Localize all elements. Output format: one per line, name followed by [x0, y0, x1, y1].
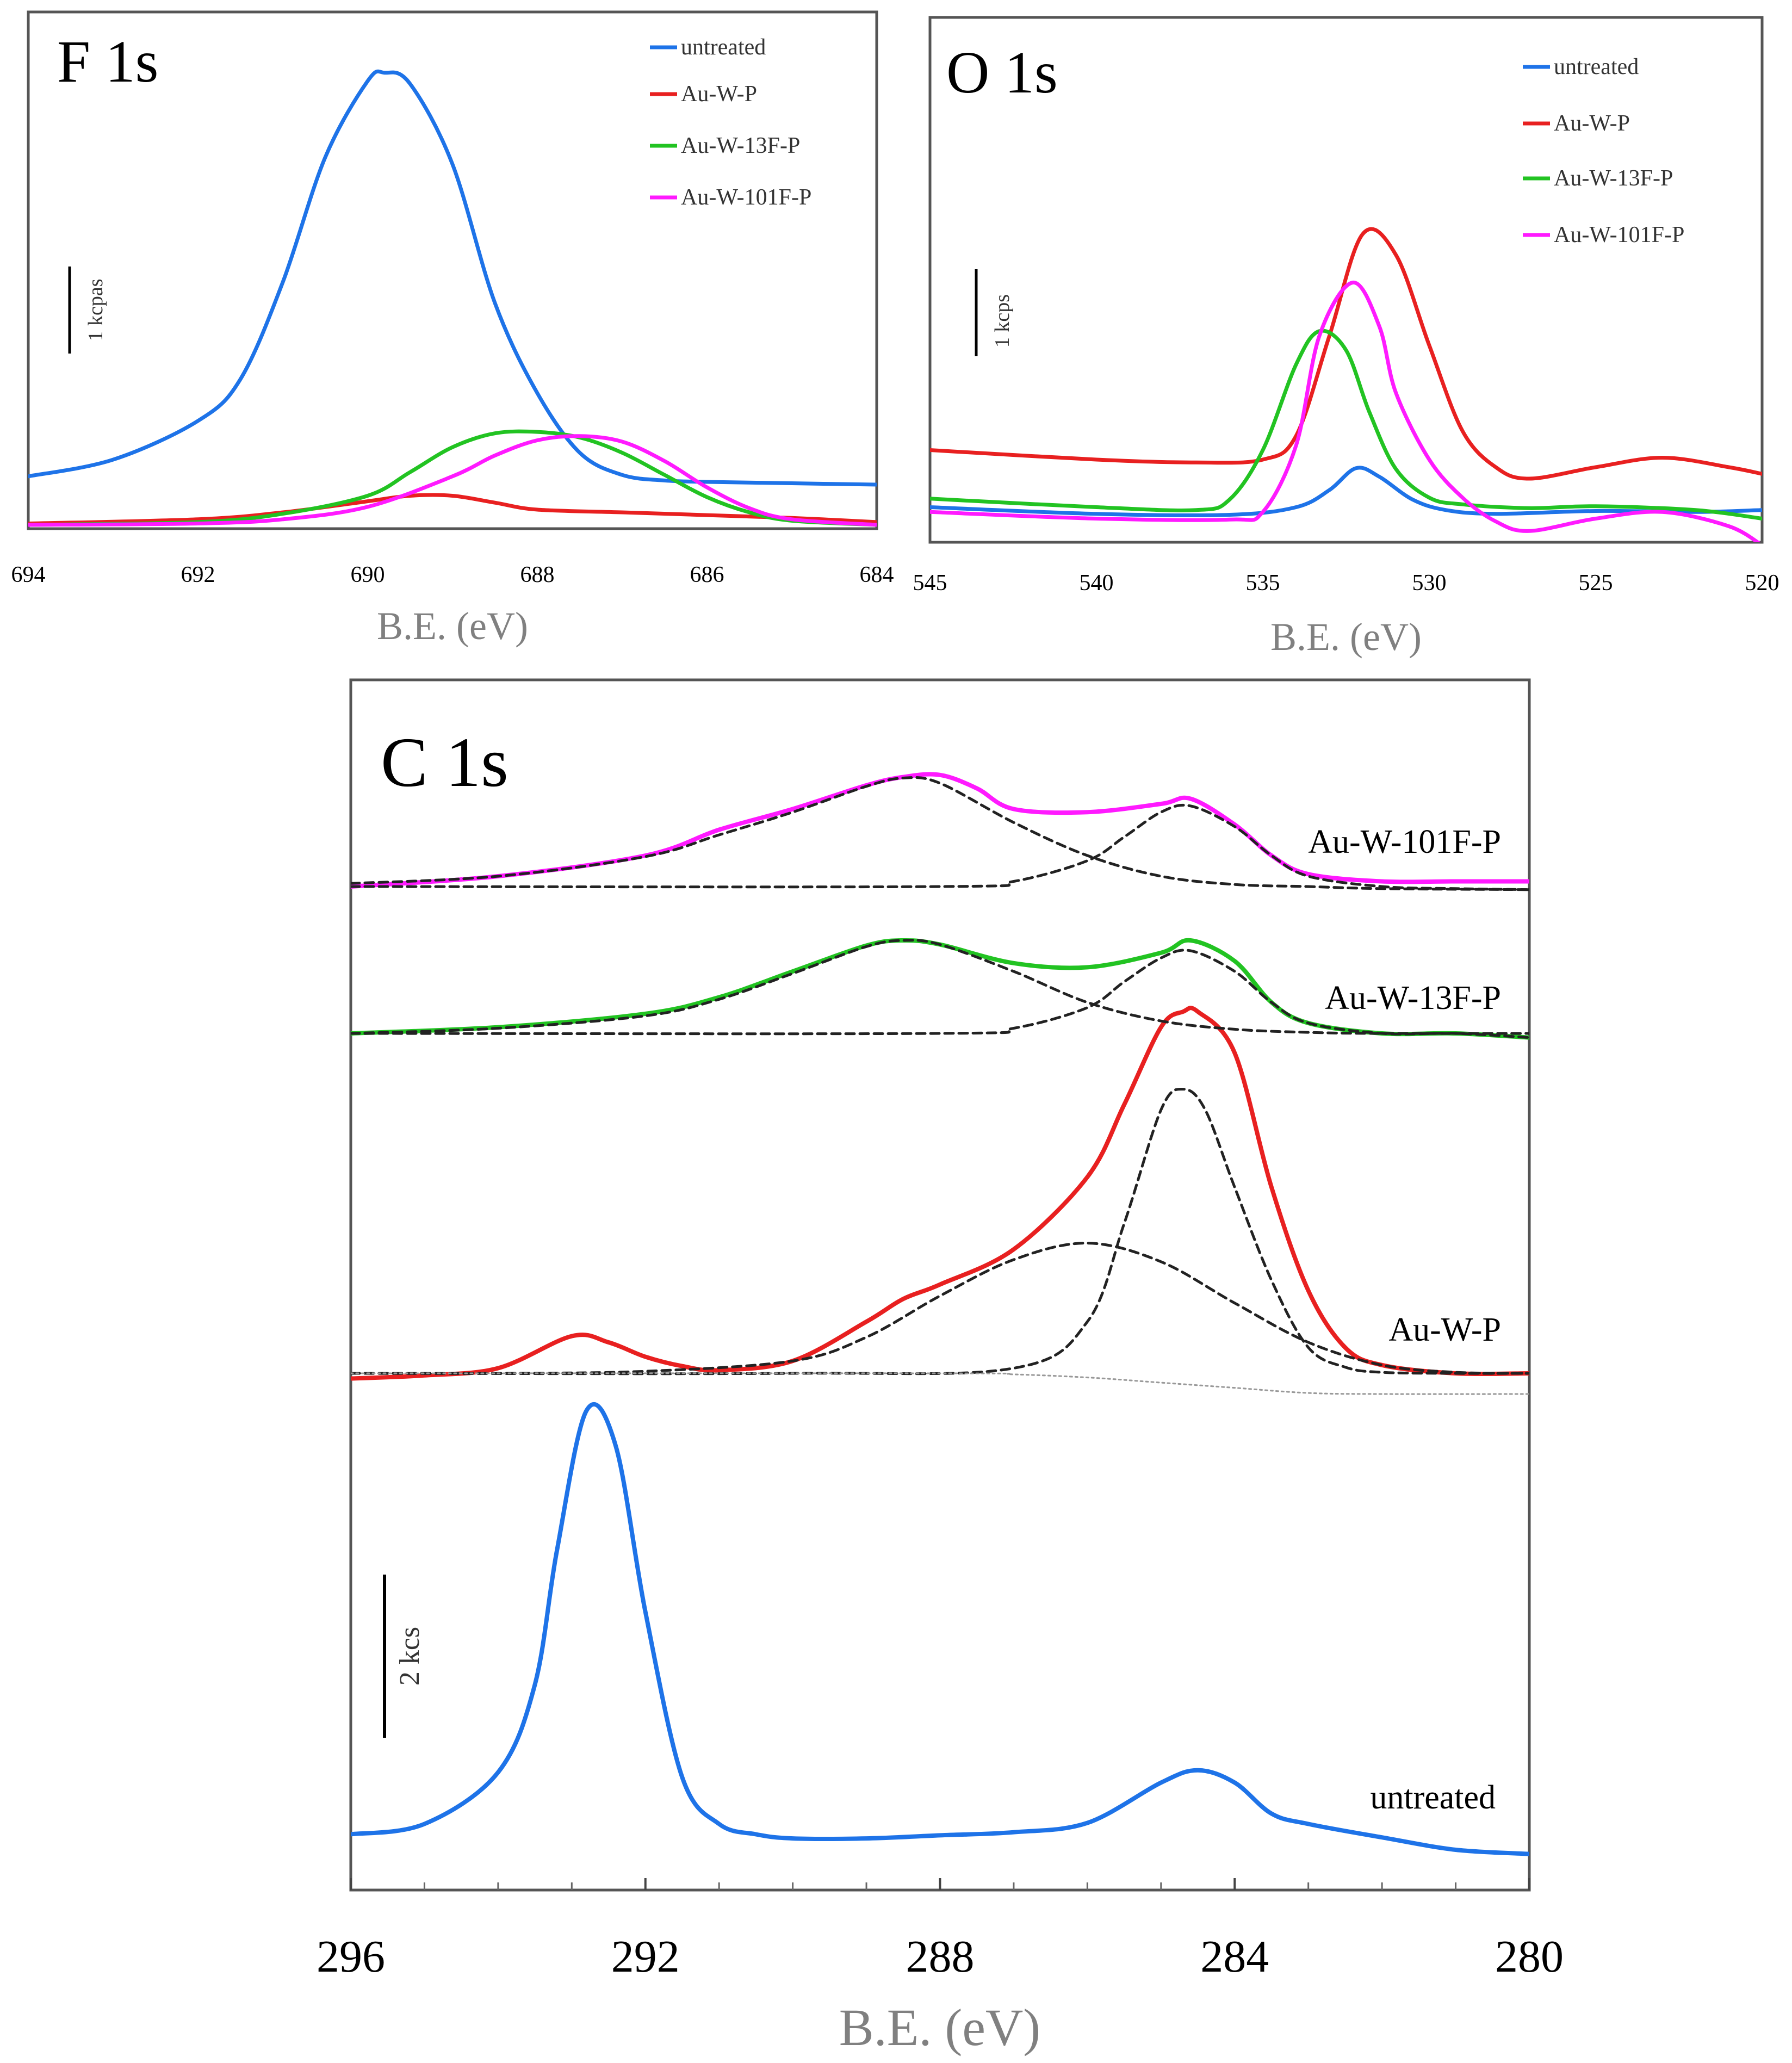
c1s-tick-label-284: 284	[1200, 1931, 1269, 1982]
panel-o1s: O 1s 545 540 535 530 525 520 B.E. (eV) 1 kcps…	[913, 16, 1779, 659]
o1s-legend: untreated Au-W-P Au-W-13F-P Au-W-101F-P	[1523, 54, 1684, 247]
c1s-scale-label: 2 kcs	[394, 1627, 425, 1686]
c1s-label-au-w-101f-p: Au-W-101F-P	[1308, 823, 1501, 860]
f1s-tick-label-690: 690	[351, 562, 385, 587]
f1s-series-untreated	[28, 69, 877, 487]
f1s-series-au-w-13f-p	[28, 429, 877, 527]
c1s-series-au-w-101f-p-fit-1	[351, 776, 1529, 891]
c1s-tick-label-296: 296	[317, 1931, 385, 1982]
c1s-series-au-w-p	[351, 1006, 1529, 1381]
o1s-legend-untreated: untreated	[1554, 54, 1639, 79]
f1s-scale-label: 1 kcpas	[84, 278, 107, 341]
c1s-tick-label-292: 292	[611, 1931, 680, 1982]
c1s-title: C 1s	[381, 723, 509, 802]
c1s-tick-label-288: 288	[906, 1931, 975, 1982]
c1s-series-au-w-101f-p	[351, 772, 1529, 889]
f1s-legend-au-w-13f-p: Au-W-13F-P	[681, 133, 800, 158]
f1s-x-ticks: 694 692 690 688 686 684	[11, 562, 894, 587]
f1s-tick-label-684: 684	[860, 562, 894, 587]
c1s-series-au-w-101f-p-fit-2	[351, 803, 1529, 891]
c1s-label-au-w-p: Au-W-P	[1388, 1311, 1501, 1348]
o1s-tick-label-540: 540	[1080, 571, 1114, 596]
c1s-series-au-w-p-background	[351, 1372, 1529, 1395]
o1s-x-axis-title: B.E. (eV)	[1270, 615, 1422, 659]
f1s-tick-label-688: 688	[520, 562, 555, 587]
f1s-legend-au-w-p: Au-W-P	[681, 82, 757, 107]
o1s-legend-au-w-p: Au-W-P	[1554, 111, 1630, 136]
o1s-series-au-w-13f-p	[930, 329, 1762, 521]
o1s-series-group	[930, 227, 1762, 542]
f1s-series-au-w-101f-p	[28, 434, 877, 527]
c1s-label-untreated: untreated	[1370, 1779, 1496, 1816]
f1s-legend-au-w-101f-p: Au-W-101F-P	[681, 185, 811, 210]
o1s-legend-au-w-101f-p: Au-W-101F-P	[1554, 222, 1684, 247]
c1s-series-group	[351, 772, 1529, 1856]
c1s-x-axis-title: B.E. (eV)	[839, 1998, 1041, 2056]
o1s-tick-label-545: 545	[913, 571, 947, 596]
f1s-x-axis-title: B.E. (eV)	[377, 604, 528, 648]
o1s-plot-frame	[928, 16, 1764, 544]
o1s-tick-label-525: 525	[1579, 571, 1613, 596]
c1s-series-au-w-p-fit-broad	[351, 1242, 1529, 1375]
o1s-series-au-w-101f-p	[930, 281, 1761, 542]
c1s-series-au-w-13f-p	[351, 938, 1529, 1040]
c1s-series-au-w-p-fit-sharp	[351, 1087, 1529, 1376]
f1s-tick-label-692: 692	[181, 562, 215, 587]
c1s-series-au-w-13f-p-fit-1	[351, 939, 1529, 1035]
o1s-legend-au-w-13f-p: Au-W-13F-P	[1554, 166, 1673, 191]
f1s-tick-label-694: 694	[11, 562, 46, 587]
f1s-plot-frame	[27, 10, 878, 530]
c1s-x-ticks: 296 292 288 284 280	[317, 1878, 1564, 1982]
f1s-series-au-w-p	[28, 493, 877, 525]
o1s-series-au-w-p	[930, 227, 1762, 481]
o1s-title: O 1s	[946, 39, 1058, 106]
c1s-series-untreated	[351, 1402, 1529, 1856]
f1s-legend-untreated: untreated	[681, 35, 766, 60]
o1s-tick-label-535: 535	[1246, 571, 1280, 596]
o1s-tick-label-530: 530	[1412, 571, 1447, 596]
panel-f1s: F 1s 694 692 690 688 686 684 B.E. (eV) 1 kcpa…	[11, 10, 894, 648]
f1s-tick-label-686: 686	[690, 562, 724, 587]
f1s-legend: untreated Au-W-P Au-W-13F-P Au-W-101F-P	[650, 35, 811, 210]
c1s-series-au-w-13f-p-fit-2	[351, 949, 1529, 1039]
o1s-scale-label: 1 kcps	[991, 294, 1014, 348]
f1s-series-group	[28, 69, 877, 527]
panel-c1s: C 1s 296 292 288 284 280 B.E. (eV) 2 kcs Au-…	[317, 678, 1564, 2056]
o1s-tick-label-520: 520	[1745, 571, 1779, 596]
f1s-title: F 1s	[57, 28, 158, 95]
c1s-tick-label-280: 280	[1495, 1931, 1564, 1982]
o1s-x-ticks: 545 540 535 530 525 520	[913, 571, 1779, 596]
o1s-series-untreated	[930, 466, 1762, 517]
c1s-label-au-w-13f-p: Au-W-13F-P	[1325, 980, 1501, 1017]
